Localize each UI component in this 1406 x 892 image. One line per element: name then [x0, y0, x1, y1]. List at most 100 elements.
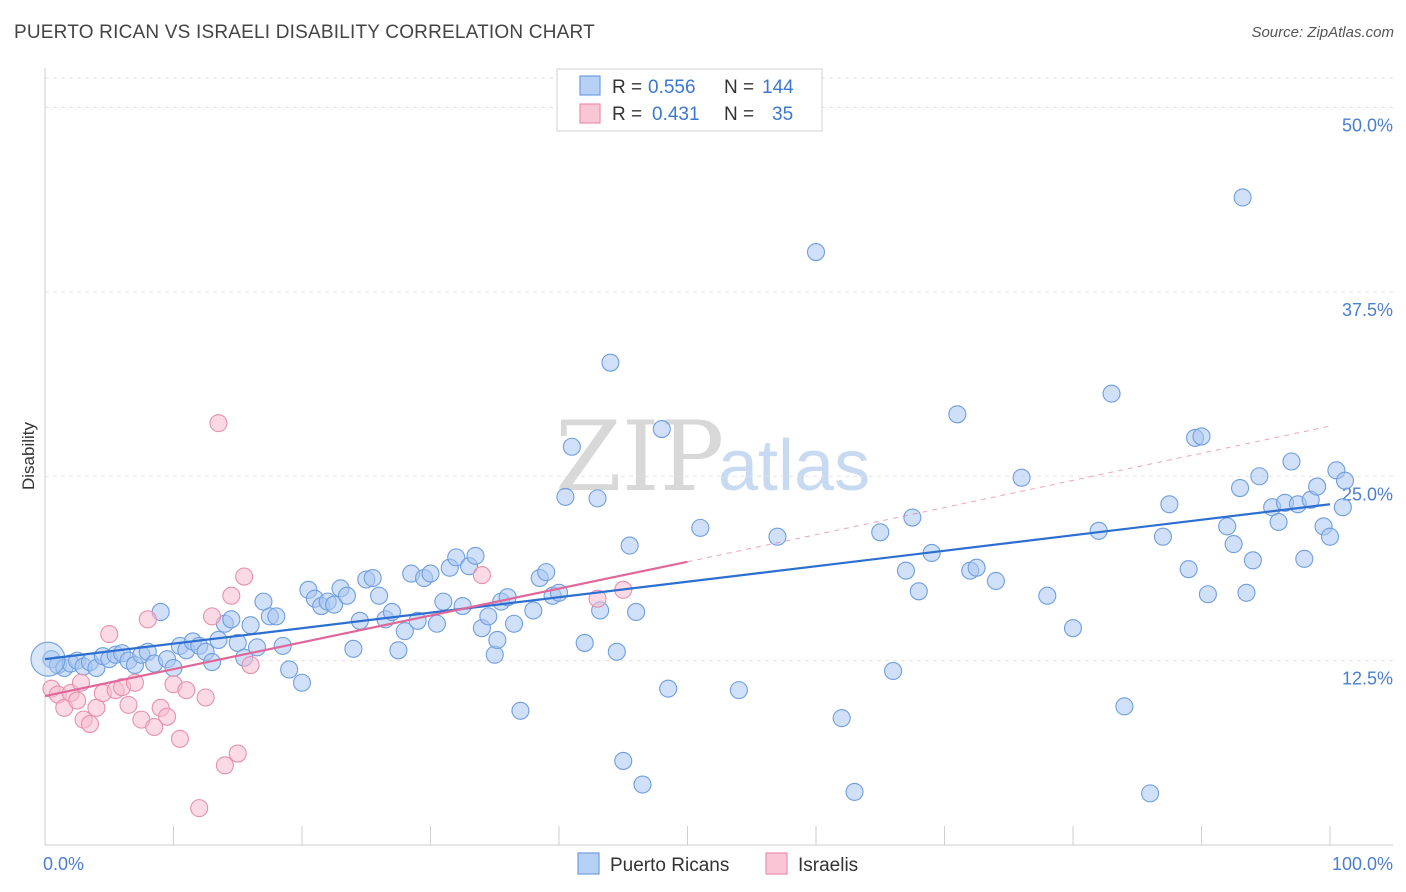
point-puerto-rican	[986, 571, 1005, 591]
point-puerto-rican	[659, 679, 678, 698]
point-puerto-rican	[1179, 560, 1198, 579]
y-tick-label: 12.5%	[1342, 669, 1393, 689]
point-puerto-rican	[1320, 527, 1340, 546]
y-tick-label: 25.0%	[1342, 484, 1393, 504]
point-puerto-rican	[1282, 452, 1301, 471]
point-puerto-rican	[466, 546, 485, 565]
x-tick-label: 0.0%	[43, 854, 84, 874]
point-puerto-rican	[427, 614, 446, 633]
legend-swatch-pink	[579, 103, 601, 124]
bottom-legend-swatch-blue	[577, 852, 600, 875]
point-puerto-rican	[479, 607, 498, 626]
point-puerto-rican	[607, 642, 626, 661]
point-puerto-rican	[337, 586, 357, 605]
point-puerto-rican	[588, 489, 607, 508]
legend-box	[556, 68, 823, 132]
point-puerto-rican	[370, 586, 389, 605]
point-puerto-rican	[524, 601, 543, 620]
legend-r-value-2: 0.431	[652, 104, 700, 125]
point-puerto-rican	[1102, 384, 1121, 403]
point-puerto-rican	[620, 536, 639, 555]
point-puerto-rican	[453, 596, 472, 616]
point-puerto-rican	[280, 660, 299, 679]
point-puerto-rican	[1224, 535, 1243, 554]
trend-lines	[44, 425, 1331, 698]
point-puerto-rican	[1335, 471, 1355, 490]
point-israeli	[145, 717, 164, 737]
point-puerto-rican	[948, 405, 967, 424]
point-israeli	[158, 707, 177, 726]
point-puerto-rican	[633, 775, 652, 794]
point-israeli	[68, 691, 87, 710]
point-puerto-rican	[1153, 527, 1172, 546]
point-puerto-rican	[556, 487, 575, 506]
legend-r-label-1: R =	[612, 77, 642, 98]
point-puerto-rican	[1192, 427, 1211, 446]
point-puerto-rican	[614, 751, 633, 770]
y-axis-label: Disability	[19, 421, 38, 490]
legend-n-value-1: 144	[762, 77, 794, 98]
point-israeli	[177, 681, 196, 700]
point-puerto-rican	[1160, 495, 1179, 514]
point-puerto-rican	[562, 437, 581, 456]
point-israeli	[222, 586, 241, 605]
point-israeli	[196, 688, 215, 707]
point-puerto-rican	[1198, 585, 1217, 604]
point-puerto-rican	[1012, 468, 1031, 487]
point-puerto-rican	[421, 564, 440, 583]
point-puerto-rican	[1218, 517, 1237, 536]
point-puerto-rican	[652, 419, 671, 439]
trend-line-puerto-ricans	[44, 503, 1331, 661]
point-puerto-rican	[267, 607, 286, 626]
point-israeli	[100, 625, 119, 644]
point-puerto-rican	[1250, 467, 1269, 486]
point-puerto-rican	[909, 582, 928, 601]
point-puerto-rican	[1308, 477, 1327, 496]
point-israeli	[209, 414, 228, 433]
point-puerto-rican	[691, 518, 710, 537]
point-puerto-rican	[292, 673, 312, 692]
point-puerto-rican	[1269, 512, 1288, 532]
point-puerto-rican	[485, 645, 504, 664]
point-puerto-rican	[1231, 478, 1250, 498]
point-puerto-rican	[1333, 498, 1352, 517]
legend-n-value-2: 35	[772, 104, 793, 125]
point-israeli	[119, 695, 138, 714]
point-puerto-rican	[511, 701, 530, 720]
point-israeli	[170, 729, 189, 748]
point-israeli	[241, 655, 260, 675]
trend-line-israelis	[44, 560, 688, 698]
point-puerto-rican	[434, 592, 453, 611]
y-tick-label: 50.0%	[1342, 116, 1393, 136]
point-puerto-rican	[1038, 586, 1057, 605]
point-puerto-rican	[967, 558, 986, 577]
bottom-legend-label-1: Puerto Ricans	[610, 855, 729, 876]
point-puerto-rican	[241, 616, 260, 635]
point-puerto-rican	[768, 527, 787, 546]
point-israeli	[80, 714, 100, 734]
point-puerto-rican	[845, 782, 864, 801]
point-israeli	[472, 566, 491, 585]
point-israeli	[228, 744, 247, 763]
axes	[44, 68, 1393, 846]
legend-r-label-2: R =	[612, 104, 642, 125]
point-puerto-rican	[832, 709, 851, 728]
point-puerto-rican	[896, 561, 916, 580]
point-israeli	[588, 589, 607, 608]
legend-n-label-2: N =	[724, 104, 754, 125]
point-puerto-rican	[601, 353, 620, 372]
point-puerto-rican	[447, 548, 466, 567]
point-puerto-rican	[537, 563, 556, 582]
top-legend: R = 0.556 N = 144 R = 0.431 N = 35	[556, 68, 823, 132]
watermark-zip: ZIP	[555, 401, 724, 513]
point-puerto-rican	[1141, 784, 1160, 803]
point-puerto-rican	[389, 641, 408, 660]
x-tick-label: 100.0%	[1332, 854, 1393, 874]
point-puerto-rican	[627, 602, 646, 622]
bottom-legend-swatch-pink	[765, 852, 788, 875]
series-israelis	[42, 414, 633, 818]
point-puerto-rican	[871, 523, 890, 542]
bottom-legend-label-2: Israelis	[798, 855, 858, 876]
point-puerto-rican	[884, 661, 903, 681]
